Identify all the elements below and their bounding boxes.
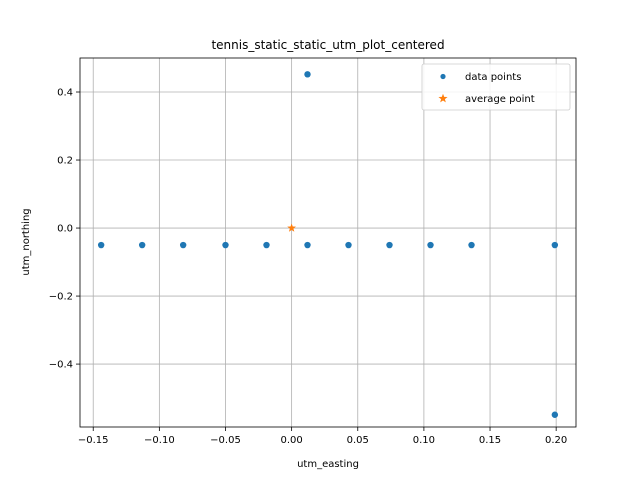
legend-label-average-point: average point (465, 94, 535, 105)
data-marks (97, 71, 559, 418)
data-point-marker (263, 241, 270, 249)
x-tick-label: −0.15 (78, 435, 109, 446)
average-point-marker (287, 223, 296, 232)
x-axis-ticks: −0.15 −0.10 −0.05 0.00 0.05 0.10 0.15 0.20 (78, 427, 567, 446)
x-tick-label: 0.00 (280, 435, 302, 446)
legend-marker-average-point (438, 93, 448, 103)
x-tick-label: 0.15 (479, 435, 501, 446)
y-tick-label: −0.4 (49, 360, 73, 371)
y-tick-label: −0.2 (49, 292, 73, 303)
legend-markers (438, 73, 448, 103)
y-tick-label: 0.0 (57, 224, 73, 235)
data-point-marker (551, 241, 559, 249)
data-point-marker (386, 241, 393, 249)
data-point-marker (304, 71, 311, 78)
x-axis-label: utm_easting (297, 459, 359, 470)
legend: data points average point (421, 63, 571, 111)
y-axis-label: utm_northing (21, 208, 32, 275)
data-point-marker (97, 241, 105, 249)
data-point-marker (138, 241, 146, 249)
data-point-marker (304, 241, 311, 249)
data-point-marker (179, 241, 187, 249)
legend-label-data-points: data points (465, 72, 521, 83)
data-point-marker (345, 241, 352, 249)
x-tick-label: −0.05 (210, 435, 241, 446)
data-point-marker (468, 241, 475, 249)
plot-area (80, 58, 576, 427)
y-tick-label: 0.2 (57, 156, 73, 167)
legend-marker-data-points (440, 73, 446, 80)
chart-title: tennis_static_static_utm_plot_centered (211, 38, 444, 52)
data-point-marker (551, 411, 559, 418)
data-point-marker (427, 241, 434, 249)
x-tick-label: 0.05 (347, 435, 369, 446)
x-tick-label: 0.20 (545, 435, 567, 446)
x-tick-label: 0.10 (413, 435, 435, 446)
data-point-marker (222, 241, 229, 249)
x-tick-label: −0.10 (144, 435, 175, 446)
axes-frame (79, 57, 577, 428)
legend-box (421, 63, 571, 111)
y-axis-ticks: −0.4 −0.2 0.0 0.2 0.4 (49, 88, 80, 371)
y-tick-label: 0.4 (57, 88, 73, 99)
